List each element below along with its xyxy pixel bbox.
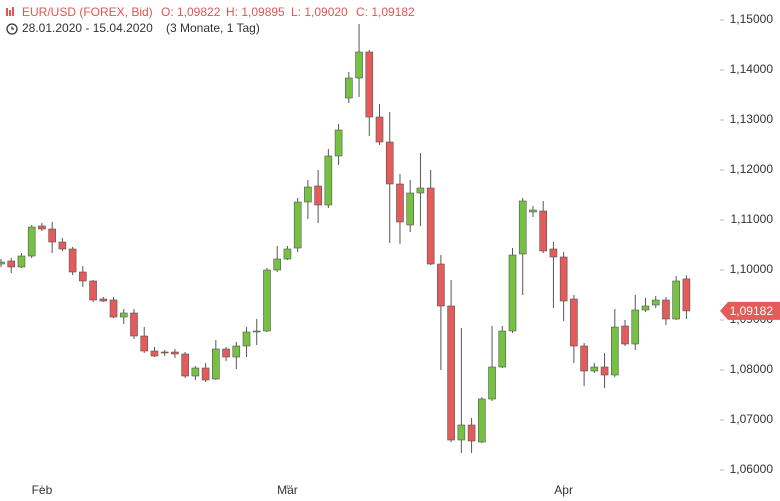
y-tick-label: 1,10000 [730, 262, 774, 276]
candle-body [467, 424, 476, 442]
candle-body [242, 331, 251, 347]
candle-body [79, 271, 87, 282]
candle-body [181, 353, 189, 377]
candle-body [518, 200, 527, 255]
candle-body [334, 129, 343, 157]
candle-body [631, 309, 640, 345]
y-tick-label: 1,11000 [731, 212, 774, 226]
candle-body [610, 326, 619, 376]
candle-body [621, 325, 629, 345]
candle-body [385, 141, 394, 185]
ohlc-label: O: 1,09822 [161, 5, 221, 19]
candle-body [600, 366, 609, 376]
candle-body [682, 278, 691, 312]
candle-body [447, 305, 455, 441]
candle-body [58, 241, 67, 250]
x-tick-label: Feb [32, 483, 53, 497]
candle-body [662, 299, 670, 320]
candle-body [7, 260, 16, 268]
candle-body [304, 186, 312, 203]
candle-body [324, 155, 333, 206]
candle-body [478, 398, 486, 443]
last-price-badge [720, 301, 780, 320]
candle-body [293, 201, 302, 249]
candle-body [222, 348, 230, 358]
x-tick-label: Mär [277, 483, 298, 497]
candle-body [508, 254, 517, 332]
candle-body [375, 116, 384, 143]
y-tick-label: 1,12000 [730, 162, 774, 176]
candle-body [160, 351, 169, 354]
candle-body [27, 226, 36, 257]
x-tick-label: Apr [554, 483, 573, 497]
y-tick-label: 1,06000 [730, 462, 774, 476]
candle-body [396, 183, 404, 223]
candle-body [0, 261, 5, 265]
y-tick-label: 1,08000 [730, 362, 774, 376]
candle-body [437, 263, 445, 307]
candle-body [252, 330, 261, 333]
candle-body [426, 187, 435, 265]
candle-body [498, 330, 507, 368]
ohlc-label: L: 1,09020 [291, 5, 348, 19]
ohlc-label: H: 1,09895 [226, 5, 285, 19]
candle-body [283, 248, 292, 260]
candle-body [314, 185, 322, 206]
clock-icon [6, 23, 18, 35]
candle-body [150, 350, 159, 357]
header-icon [6, 7, 14, 16]
last-price-label: 1,09182 [730, 304, 774, 318]
period: (3 Monate, 1 Tag) [166, 21, 260, 35]
candle-body [488, 366, 496, 400]
ohlc-label: C: 1,09182 [356, 5, 415, 19]
candle-body [559, 256, 568, 302]
candle-body [406, 192, 415, 226]
candle-body [365, 51, 374, 118]
candle-body [68, 248, 77, 273]
candle-body [457, 424, 466, 441]
candle-body [119, 312, 128, 318]
candle-body [212, 348, 220, 380]
candle-body [539, 210, 547, 252]
candle-body [38, 225, 46, 230]
candle-body [140, 335, 149, 352]
candle-body [570, 298, 578, 347]
candle-body [345, 77, 353, 99]
subtitle: 28.01.2020 - 15.04.2020 [22, 21, 153, 35]
candle-body [672, 280, 680, 320]
y-tick-label: 1,15000 [730, 12, 774, 26]
candle-body [89, 280, 97, 301]
candle-body [109, 299, 118, 318]
y-tick-label: 1,14000 [730, 62, 774, 76]
candle-body [651, 299, 660, 306]
candle-body [263, 269, 271, 332]
candle-body [355, 51, 363, 79]
candle-body [641, 305, 650, 311]
candle-body [590, 366, 599, 372]
candle-body [48, 228, 56, 243]
candle-body [171, 351, 179, 355]
candle-body [99, 298, 108, 302]
candle-body [580, 345, 588, 372]
candle-body [17, 255, 26, 268]
candle-body [416, 187, 425, 194]
candle-body [549, 248, 558, 258]
candle-body [273, 258, 282, 271]
candle-body [529, 209, 537, 213]
candle-body [130, 312, 138, 337]
candle-body [201, 367, 210, 381]
y-tick-label: 1,13000 [730, 112, 774, 126]
candle-body [232, 345, 241, 358]
chart-title: EUR/USD (FOREX, Bid) [22, 5, 153, 19]
y-tick-label: 1,07000 [730, 412, 774, 426]
candle-body [191, 367, 200, 377]
